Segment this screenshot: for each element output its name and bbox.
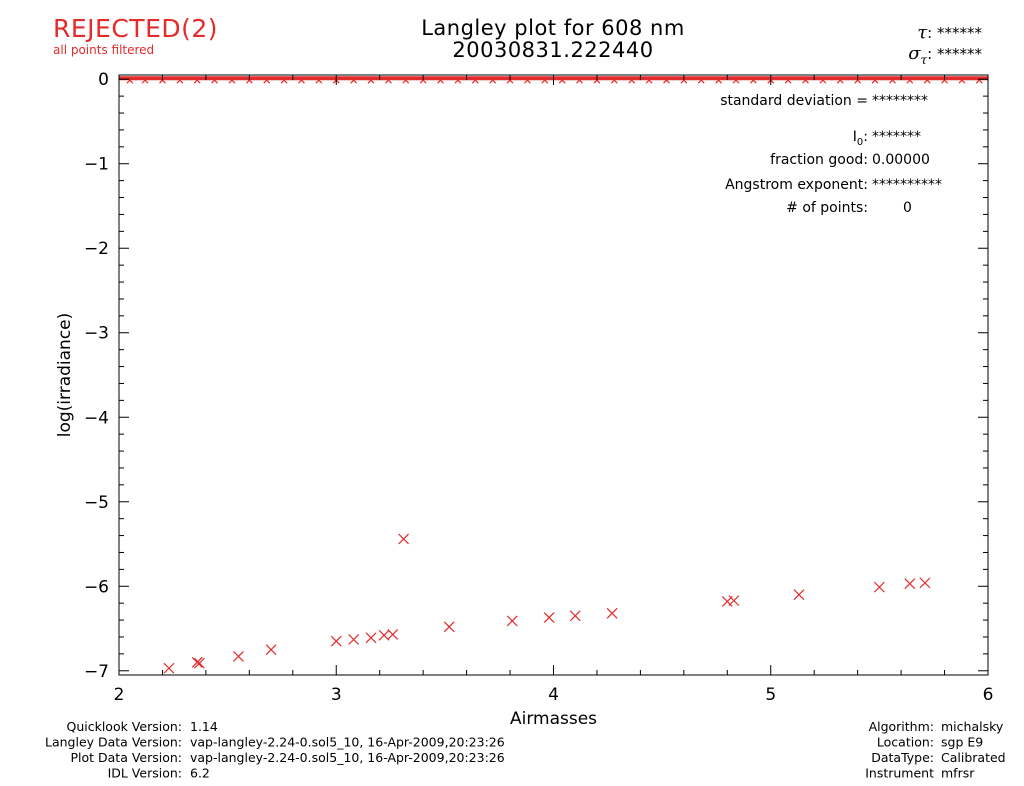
y-tick-label: −6 <box>84 577 109 597</box>
annotation-label: fraction good: <box>770 152 868 168</box>
sigma-value: : ****** <box>927 45 982 63</box>
chart-labels: 2 3 4 5 6 0 −1 −2 −3 −4 −5 −6 −7 Airmasses log(irradia… <box>45 70 1006 780</box>
data-point <box>728 595 740 607</box>
annotation-value: 0.00000 <box>872 152 930 168</box>
footer-right-label: Algorithm: <box>869 719 934 734</box>
data-point <box>569 610 581 622</box>
footer-right-label: DataType: <box>871 750 934 765</box>
y-tick-label: −2 <box>84 239 109 259</box>
annotation-label: I0: <box>853 129 868 148</box>
status-label: REJECTED(2) <box>53 14 219 43</box>
sigma-symbol: σ <box>908 43 921 64</box>
annotation-label: # of points: <box>786 200 868 216</box>
data-point <box>398 533 410 545</box>
footer-left-label: IDL Version: <box>108 766 182 781</box>
annotation-value: ********** <box>872 177 942 193</box>
x-tick-label: 2 <box>114 685 125 705</box>
data-point <box>606 607 618 619</box>
data-point <box>348 634 360 645</box>
footer-right-value: mfrsr <box>941 766 975 781</box>
sigma-readout: στ: ****** <box>908 43 982 67</box>
data-point <box>233 650 244 662</box>
data-point <box>378 629 390 641</box>
y-tick-label: −3 <box>84 324 109 344</box>
data-point <box>543 612 555 623</box>
tau-symbol: τ <box>917 22 928 43</box>
x-tick-label: 4 <box>548 685 559 705</box>
data-point <box>193 657 205 669</box>
y-tick-label: −1 <box>84 155 109 175</box>
footer-left-label: Quicklook Version: <box>66 719 182 734</box>
data-point <box>330 635 342 647</box>
footer-left-label: Langley Data Version: <box>45 735 182 750</box>
y-tick-label: −7 <box>84 662 109 682</box>
data-point <box>365 632 377 644</box>
y-axis-label: log(irradiance) <box>55 313 75 438</box>
footer-left-value: vap-langley-2.24-0.sol5_10, 16-Apr-2009,… <box>190 750 505 765</box>
footer-right-label: Location: <box>877 735 934 750</box>
data-point <box>265 644 277 656</box>
annotation-value: ******** <box>872 93 928 109</box>
chart-subtitle: 20030831.222440 <box>452 38 654 62</box>
annotation-value: 0 <box>903 200 912 216</box>
data-point <box>191 656 203 668</box>
chart-axes <box>118 74 989 676</box>
chart-title: Langley plot for 608 nm <box>421 16 685 40</box>
data-point <box>873 581 885 593</box>
annotation-label: standard deviation = <box>720 93 868 109</box>
footer-left-label: Plot Data Version: <box>70 750 182 765</box>
footer-right-label: Instrument <box>865 766 934 781</box>
status-sublabel: all points filtered <box>53 43 155 57</box>
y-tick-label: −4 <box>84 408 109 428</box>
footer-left-value: vap-langley-2.24-0.sol5_10, 16-Apr-2009,… <box>190 735 505 750</box>
data-point <box>387 629 399 640</box>
data-point <box>919 577 931 589</box>
x-tick-label: 5 <box>765 685 776 705</box>
x-tick-label: 3 <box>331 685 342 705</box>
footer-right-value: sgp E9 <box>941 735 983 750</box>
annotation-label: Angstrom exponent: <box>725 177 868 193</box>
data-point <box>793 589 805 601</box>
x-axis-label: Airmasses <box>510 709 597 729</box>
footer-right-value: Calibrated <box>941 750 1006 765</box>
footer-left-value: 1.14 <box>190 719 218 734</box>
data-point <box>163 662 175 674</box>
y-tick-label: −5 <box>84 493 109 513</box>
y-tick-label: 0 <box>98 70 109 90</box>
data-point <box>506 615 518 627</box>
footer-right-value: michalsky <box>941 719 1004 734</box>
tau-value: : ****** <box>927 24 982 42</box>
sigma-subscript: τ <box>920 53 928 67</box>
tau-readout: τ: ****** <box>917 22 982 43</box>
data-point <box>443 621 455 633</box>
footer-left-value: 6.2 <box>190 766 210 781</box>
data-point <box>904 578 916 590</box>
x-tick-label: 6 <box>983 685 994 705</box>
annotation-value: ******* <box>872 129 921 145</box>
